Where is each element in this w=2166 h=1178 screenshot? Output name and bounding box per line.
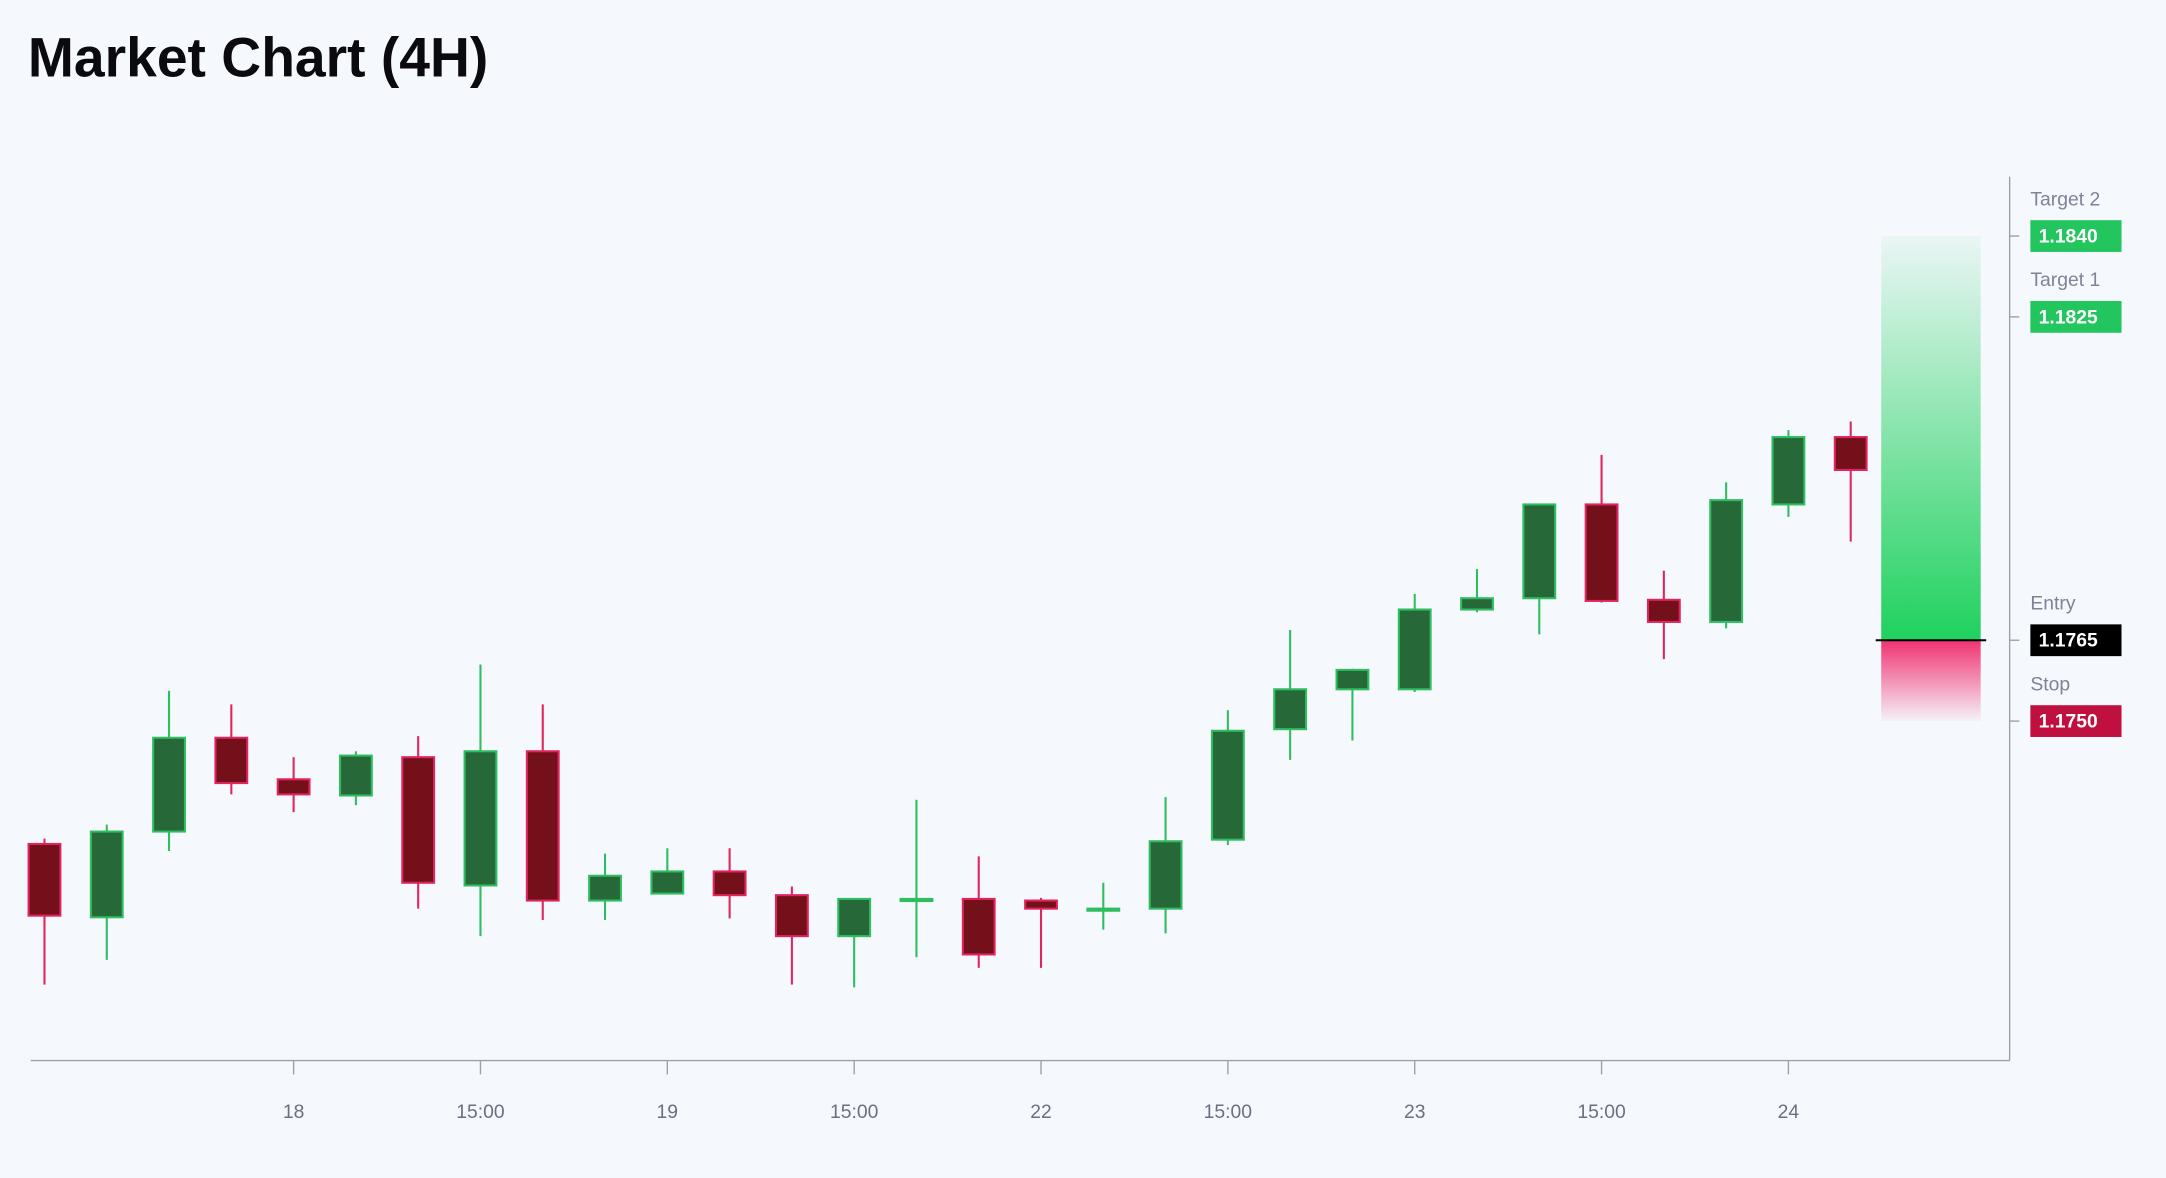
level-badge xyxy=(2030,624,2122,657)
level-name: Target 2 xyxy=(2030,189,2100,210)
level-badge xyxy=(2030,220,2122,252)
candle-body xyxy=(961,897,996,956)
candle-body xyxy=(1273,688,1308,731)
level-value: 1.1825 xyxy=(2039,307,2098,328)
candle-body xyxy=(1771,436,1806,506)
x-tick-label: 15:00 xyxy=(1577,1102,1625,1123)
candle-body xyxy=(152,736,186,833)
candle-body xyxy=(1397,608,1432,691)
candle-body xyxy=(712,870,747,897)
target-zone xyxy=(1881,236,1981,641)
candle-body xyxy=(1335,668,1370,691)
candle-body xyxy=(1833,436,1868,471)
x-tick-label: 18 xyxy=(283,1102,304,1123)
level-value: 1.1750 xyxy=(2039,712,2098,733)
candle-body xyxy=(837,897,872,938)
candle-body xyxy=(1646,598,1681,623)
level-name: Target 1 xyxy=(2030,270,2100,291)
candle-body xyxy=(1460,597,1494,611)
level-badge xyxy=(2030,301,2122,333)
candle-body xyxy=(27,842,62,917)
candle-body xyxy=(1584,503,1619,602)
candle-body xyxy=(1148,840,1183,910)
candle-body xyxy=(899,897,934,903)
candle-body xyxy=(463,750,498,887)
candle-body xyxy=(650,870,685,895)
level-value: 1.1840 xyxy=(2039,227,2098,248)
chart-title: Market Chart (4H) xyxy=(28,27,488,89)
level-name: Stop xyxy=(2030,674,2070,695)
candle-body xyxy=(214,736,249,785)
candle-body xyxy=(1210,729,1245,841)
level-value: 1.1765 xyxy=(2039,631,2098,652)
x-tick-label: 15:00 xyxy=(830,1102,878,1123)
level-name: Entry xyxy=(2030,593,2075,614)
candle-body xyxy=(1024,899,1058,910)
candle-body xyxy=(1709,499,1744,623)
x-tick-label: 23 xyxy=(1404,1102,1426,1123)
x-tick-label: 15:00 xyxy=(456,1102,504,1123)
candle-body xyxy=(525,750,560,902)
candle-body xyxy=(401,756,436,884)
candle-body xyxy=(1086,907,1121,912)
x-tick-label: 19 xyxy=(657,1102,679,1123)
x-tick-label: 15:00 xyxy=(1204,1102,1252,1123)
level-badge xyxy=(2030,705,2122,737)
candle-body xyxy=(338,754,373,797)
x-tick-label: 22 xyxy=(1030,1102,1052,1123)
candle-body xyxy=(1522,503,1557,600)
candle-body xyxy=(276,778,311,796)
x-tick-label: 24 xyxy=(1778,1102,1800,1123)
candle-body xyxy=(89,830,124,919)
candle-body xyxy=(588,874,622,902)
stop-zone xyxy=(1881,640,1981,722)
candle-body xyxy=(774,894,809,938)
